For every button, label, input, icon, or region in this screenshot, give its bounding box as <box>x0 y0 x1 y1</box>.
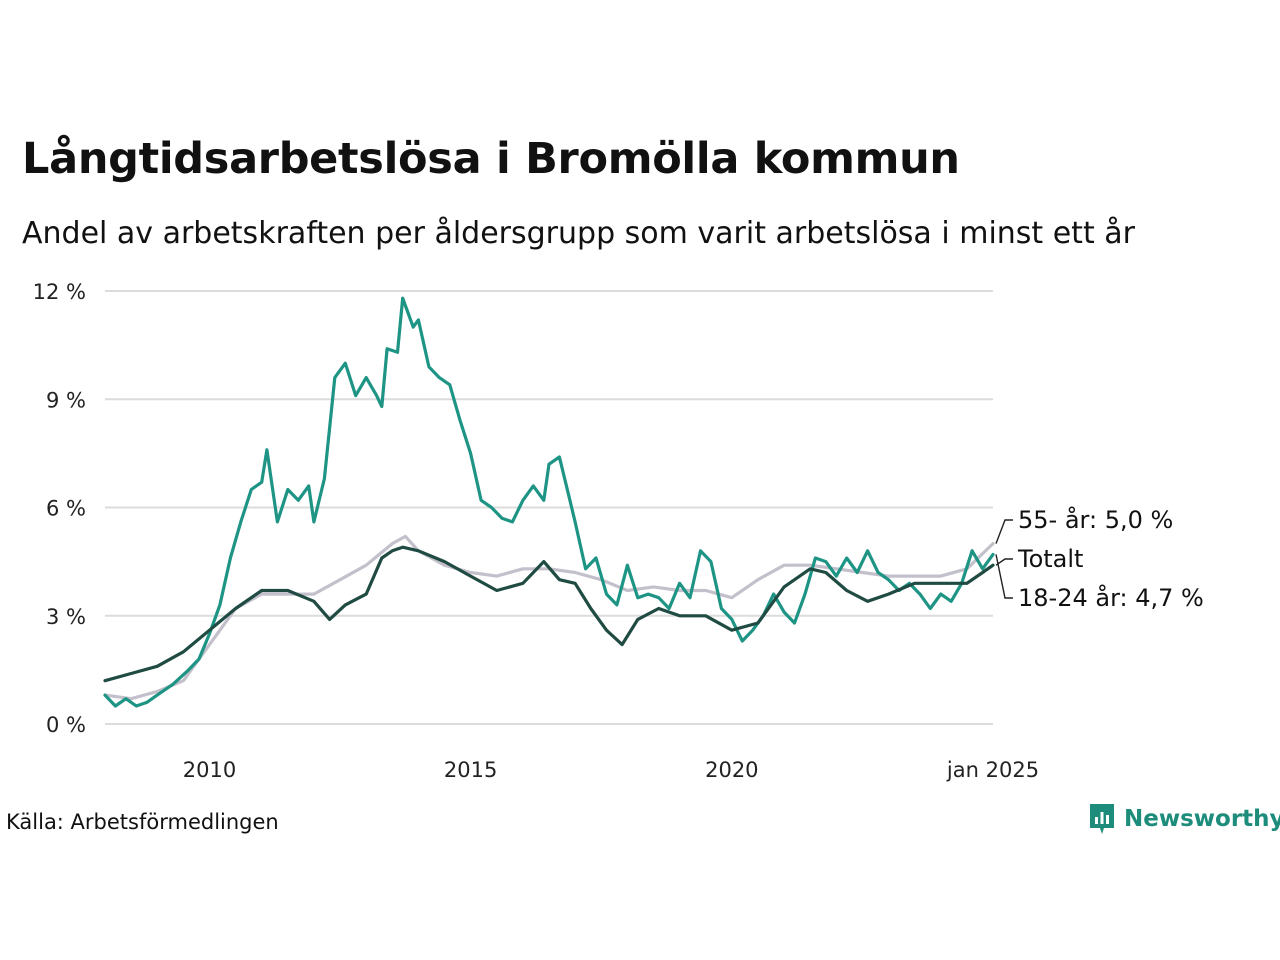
x-tick-label: 2020 <box>705 758 758 782</box>
grid-lines <box>105 290 993 725</box>
y-tick-label: 12 % <box>33 280 86 304</box>
end-label-leader <box>995 558 1013 566</box>
end-label-leader <box>995 554 1013 599</box>
series-line-age55 <box>103 534 995 701</box>
chart-subtitle: Andel av arbetskraften per åldersgrupp s… <box>22 216 1135 251</box>
newsworthy-logo-icon <box>1090 804 1114 834</box>
brand-logo: Newsworthy <box>1088 802 1280 836</box>
end-label-age18_24: 18-24 år: 4,7 % <box>1018 583 1204 612</box>
x-tick-label: jan 2025 <box>946 758 1039 782</box>
y-tick-label: 9 % <box>46 388 86 412</box>
end-label-total: Totalt <box>1017 545 1083 573</box>
y-axis-ticks: 0 % 3 % 6 % 9 % 12 % <box>33 280 86 737</box>
source-note: Källa: Arbetsförmedlingen <box>6 810 279 834</box>
x-axis-ticks: 2010 2015 2020 jan 2025 <box>183 758 1039 782</box>
series-line-age18_24 <box>103 296 995 708</box>
series-lines <box>103 296 995 708</box>
end-label-age55: 55- år: 5,0 % <box>1018 505 1173 534</box>
brand-name: Newsworthy <box>1124 806 1280 832</box>
x-tick-label: 2015 <box>444 758 497 782</box>
x-tick-label: 2010 <box>183 758 236 782</box>
series-line-total <box>103 545 995 683</box>
y-tick-label: 0 % <box>46 713 86 737</box>
y-tick-label: 3 % <box>46 605 86 629</box>
chart-title: Långtidsarbetslösa i Bromölla kommun <box>22 134 960 184</box>
end-labels: 55- år: 5,0 % 18-24 år: 4,7 % Totalt <box>995 505 1204 612</box>
end-label-leader <box>995 519 1013 544</box>
y-tick-label: 6 % <box>46 497 86 521</box>
